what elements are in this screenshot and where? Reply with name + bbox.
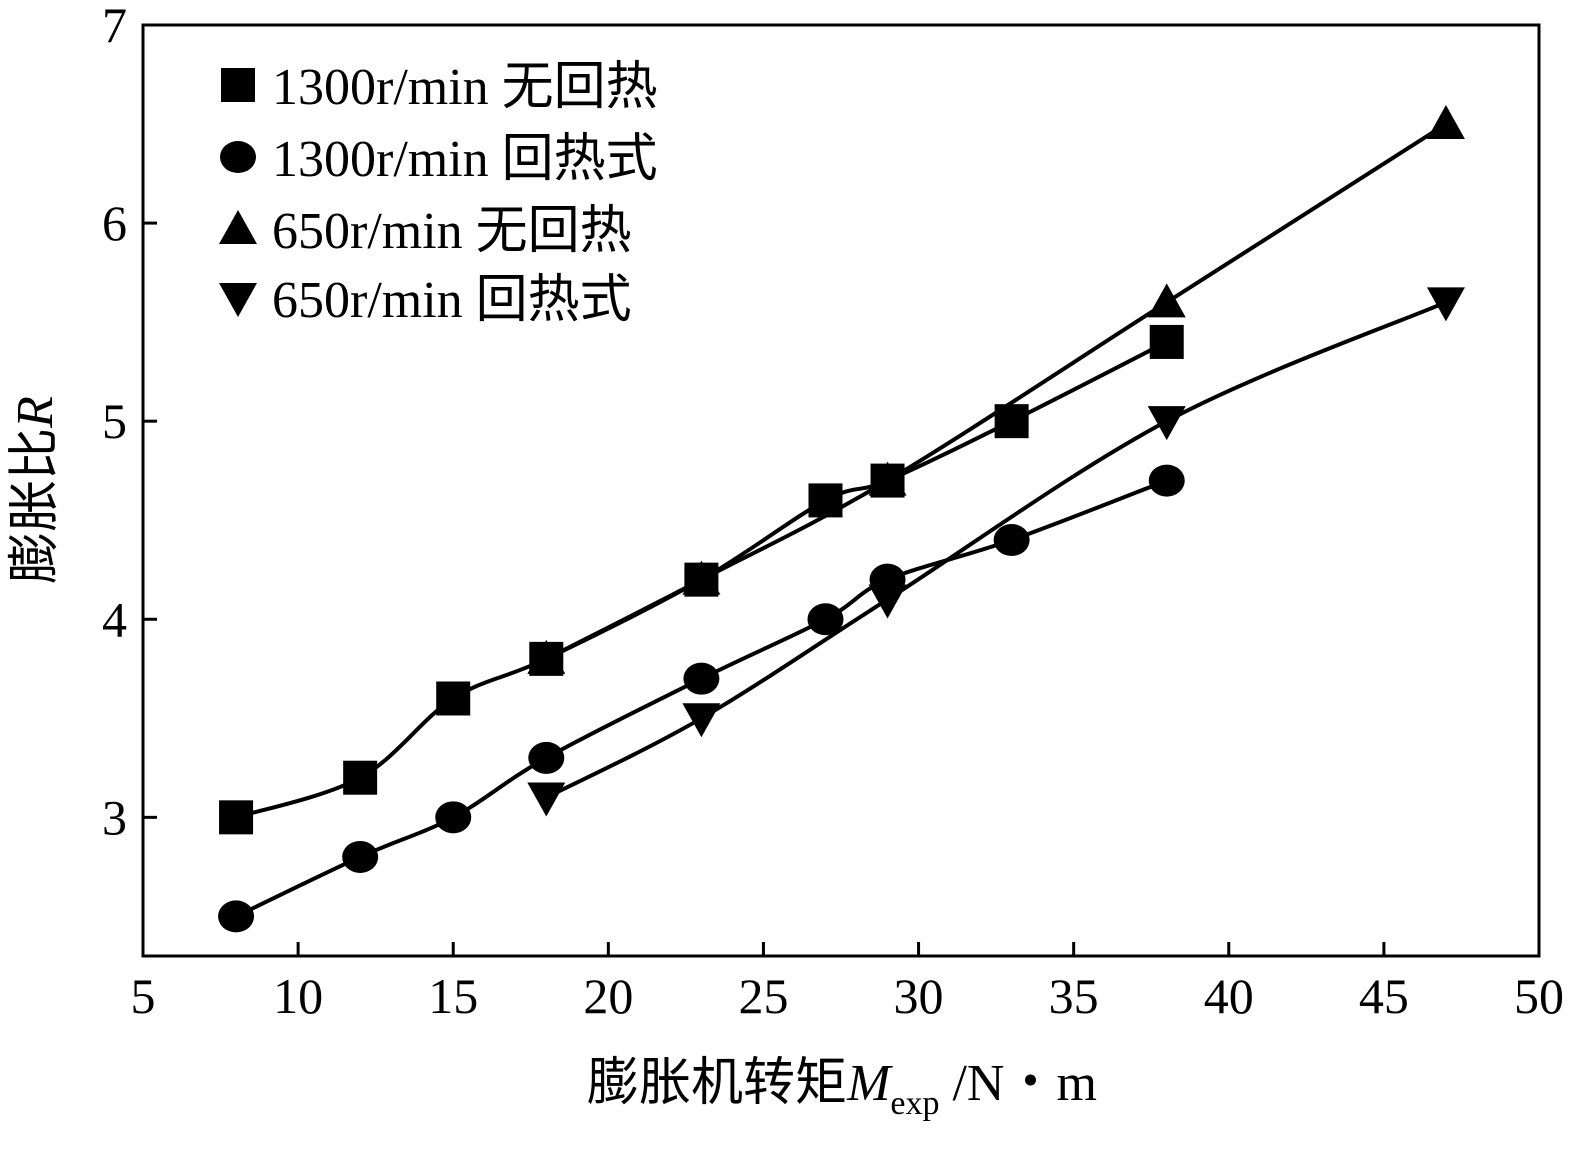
y-tick-label: 4 bbox=[102, 591, 127, 647]
legend: 1300r/min 无回热 1300r/min 回热式 650r/min 无回热 65… bbox=[219, 59, 658, 329]
y-tick-label: 3 bbox=[102, 789, 127, 845]
data-point-square bbox=[808, 483, 843, 518]
x-tick-label: 20 bbox=[583, 968, 633, 1024]
data-point-triangle-up bbox=[527, 639, 566, 674]
series-line-3 bbox=[545, 122, 1448, 661]
x-tick-label: 35 bbox=[1049, 968, 1099, 1024]
x-tick-label: 10 bbox=[273, 968, 323, 1024]
data-point-triangle-down bbox=[682, 703, 721, 738]
data-point-circle bbox=[435, 801, 472, 834]
legend-marker-triangle-down bbox=[219, 283, 257, 317]
data-point-square bbox=[994, 404, 1029, 439]
x-axis-label-text: 膨胀机转矩 bbox=[587, 1055, 847, 1112]
legend-label: 1300r/min 无回热 bbox=[272, 59, 658, 116]
y-axis-label-symbol: R bbox=[7, 396, 64, 429]
data-point-circle bbox=[218, 900, 255, 933]
data-point-circle bbox=[807, 603, 844, 636]
plot-frame bbox=[141, 23, 1541, 958]
data-point-circle bbox=[1148, 464, 1185, 497]
data-point-triangle-down bbox=[868, 584, 907, 619]
legend-label: 1300r/min 回热式 bbox=[272, 131, 658, 188]
data-point-triangle-down bbox=[1147, 406, 1186, 441]
data-point-square bbox=[1149, 324, 1184, 359]
data-point-triangle-up bbox=[1426, 105, 1465, 140]
legend-marker-triangle-up bbox=[219, 210, 257, 244]
data-point-square bbox=[436, 681, 471, 716]
data-point-square bbox=[343, 760, 378, 795]
data-point-triangle-up bbox=[682, 560, 721, 595]
data-point-triangle-up bbox=[868, 461, 907, 496]
axis-ticks bbox=[141, 23, 1541, 956]
data-point-circle bbox=[342, 840, 379, 873]
x-axis-label-unit: /N・m bbox=[939, 1055, 1096, 1112]
data-point-triangle-down bbox=[1426, 287, 1465, 322]
y-tick-label: 7 bbox=[102, 0, 127, 53]
y-tick-label: 5 bbox=[102, 393, 127, 449]
y-axis-label-text: 膨胀比 bbox=[7, 428, 64, 584]
x-tick-label: 25 bbox=[738, 968, 788, 1024]
x-tick-label: 45 bbox=[1359, 968, 1409, 1024]
series-line-4 bbox=[545, 300, 1447, 800]
series-markers bbox=[218, 105, 1465, 933]
x-axis-label-symbol: M bbox=[846, 1055, 893, 1112]
legend-marker-square bbox=[221, 68, 255, 102]
data-point-circle bbox=[993, 524, 1030, 557]
data-point-circle bbox=[528, 741, 565, 774]
legend-label: 650r/min 无回热 bbox=[272, 203, 632, 260]
x-tick-label: 40 bbox=[1204, 968, 1254, 1024]
y-axis-label: 膨胀比R bbox=[7, 396, 64, 584]
x-tick-label: 30 bbox=[894, 968, 944, 1024]
x-axis-label-subscript: exp bbox=[890, 1085, 939, 1122]
data-point-triangle-down bbox=[527, 782, 566, 817]
data-point-square bbox=[219, 800, 254, 835]
legend-marker-circle bbox=[220, 141, 256, 173]
y-tick-label: 6 bbox=[102, 195, 127, 251]
legend-label: 650r/min 回热式 bbox=[272, 272, 632, 329]
data-point-circle bbox=[683, 662, 720, 695]
data-point-triangle-up bbox=[1147, 283, 1186, 318]
x-axis-label: 膨胀机转矩Mexp /N・m bbox=[587, 1055, 1097, 1122]
x-tick-label: 50 bbox=[1514, 968, 1564, 1024]
x-tick-label: 5 bbox=[131, 968, 156, 1024]
x-tick-label: 15 bbox=[428, 968, 478, 1024]
